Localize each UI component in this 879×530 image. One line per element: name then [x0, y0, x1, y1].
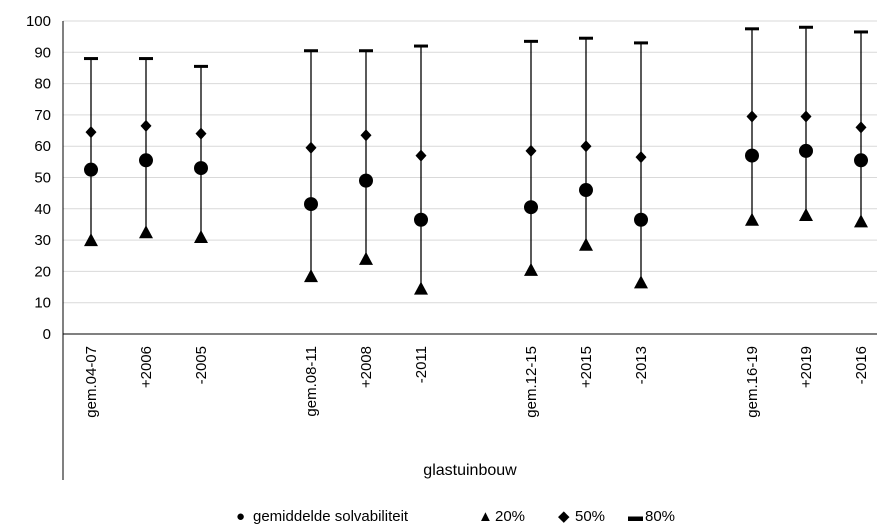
marker-mean	[634, 212, 648, 227]
axes	[62, 21, 877, 480]
category-labels: gem.04-07 +2006 -2005 gem.08-11 +2008 -2011 ge…	[83, 346, 870, 418]
marker-80	[194, 64, 208, 68]
marker-50	[635, 151, 647, 164]
marker-mean	[579, 183, 593, 198]
marker-mean	[304, 197, 318, 212]
y-tick-label: 20	[34, 263, 51, 280]
marker-80	[634, 41, 648, 45]
marker-20	[799, 208, 813, 222]
marker-mean	[799, 143, 813, 158]
legend-label: 20%	[495, 508, 525, 525]
y-tick-label: 60	[34, 138, 51, 155]
legend: ● gemiddelde solvabiliteit ▲ 20% ◆ 50% ▬ 80%	[236, 508, 675, 525]
category-label: -2011	[413, 346, 430, 383]
marker-20	[745, 212, 759, 226]
marker-50	[415, 149, 427, 162]
marker-mean	[84, 162, 98, 177]
y-tick-label: 40	[34, 201, 51, 218]
marker-20	[854, 214, 868, 228]
marker-80	[84, 57, 98, 61]
marker-50	[525, 144, 537, 157]
category-label: +2008	[358, 346, 375, 388]
marker-20	[579, 237, 593, 251]
marker-20	[194, 229, 208, 243]
y-tick-label: 10	[34, 295, 51, 312]
y-tick-label: 100	[26, 13, 51, 30]
marker-80	[524, 39, 538, 43]
marker-50	[580, 140, 592, 153]
marker-50	[746, 110, 758, 123]
y-tick-label: 50	[34, 170, 51, 187]
marker-50	[85, 126, 97, 139]
marker-20	[304, 269, 318, 283]
marker-80	[414, 44, 428, 48]
marker-20	[359, 251, 373, 265]
error-bars	[90, 27, 862, 289]
marker-50	[195, 127, 207, 140]
category-label: gem.16-19	[744, 346, 761, 418]
category-label: gem.08-11	[303, 346, 320, 417]
marker-mean	[414, 212, 428, 227]
category-label: -2016	[853, 346, 870, 384]
marker-20	[139, 225, 153, 239]
marker-20	[84, 233, 98, 247]
legend-symbol: ▬	[628, 508, 643, 525]
group-label: glastuinbouw	[423, 462, 517, 479]
marker-mean	[194, 161, 208, 176]
legend-label: 80%	[645, 508, 675, 525]
marker-80	[745, 27, 759, 31]
legend-label: gemiddelde solvabiliteit	[253, 508, 409, 525]
marker-80	[854, 30, 868, 34]
y-tick-label: 0	[43, 326, 51, 343]
legend-symbol: ●	[236, 508, 245, 525]
marker-20	[414, 281, 428, 295]
data-markers	[84, 25, 868, 295]
y-tick-label: 90	[34, 44, 51, 61]
category-label: +2006	[138, 346, 155, 388]
marker-80	[139, 57, 153, 61]
marker-mean	[854, 153, 868, 168]
marker-mean	[745, 148, 759, 163]
marker-80	[799, 25, 813, 29]
category-label: -2005	[193, 346, 210, 384]
marker-80	[359, 49, 373, 53]
y-tick-label: 70	[34, 107, 51, 124]
marker-50	[305, 141, 317, 154]
marker-20	[524, 262, 538, 276]
marker-mean	[524, 200, 538, 215]
marker-mean	[359, 173, 373, 188]
marker-50	[140, 119, 152, 132]
category-label: +2015	[578, 346, 595, 388]
marker-80	[579, 36, 593, 40]
category-label: gem.12-15	[523, 346, 540, 418]
y-tick-label: 30	[34, 232, 51, 249]
category-label: +2019	[798, 346, 815, 388]
legend-symbol: ▲	[478, 508, 493, 525]
legend-label: 50%	[575, 508, 605, 525]
marker-mean	[139, 153, 153, 168]
marker-80	[304, 49, 318, 53]
category-label: -2013	[633, 346, 650, 384]
legend-symbol: ◆	[558, 508, 570, 525]
y-tick-label: 80	[34, 76, 51, 93]
marker-50	[800, 110, 812, 123]
marker-20	[634, 275, 648, 289]
y-axis-ticks: 0 10 20 30 40 50 60 70 80 90 100	[26, 13, 51, 343]
marker-50	[855, 121, 867, 134]
category-label: gem.04-07	[83, 346, 100, 418]
marker-50	[360, 129, 372, 142]
